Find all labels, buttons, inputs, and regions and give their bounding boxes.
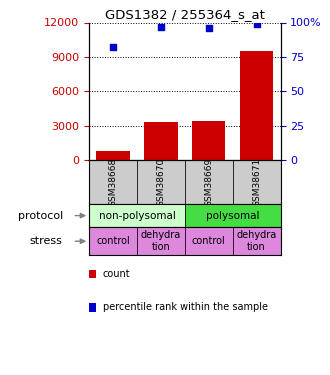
Text: dehydra
tion: dehydra tion (141, 230, 181, 252)
Point (254, 21, 259, 27)
Text: control: control (96, 236, 130, 246)
Text: GSM38671: GSM38671 (252, 158, 261, 207)
Bar (144, 123, 178, 160)
Text: percentile rank within the sample: percentile rank within the sample (103, 303, 268, 312)
Title: GDS1382 / 255364_s_at: GDS1382 / 255364_s_at (105, 8, 265, 21)
Bar (185, 160, 233, 204)
Bar (192, 122, 225, 160)
Text: GSM38670: GSM38670 (156, 158, 165, 207)
Bar (233, 160, 280, 204)
Text: GSM38669: GSM38669 (204, 158, 213, 207)
Text: dehydra
tion: dehydra tion (237, 230, 277, 252)
Text: stress: stress (30, 236, 63, 246)
Point (206, 25, 211, 31)
Text: protocol: protocol (17, 211, 63, 220)
Bar (89, 227, 137, 255)
Bar (185, 227, 233, 255)
Text: count: count (103, 269, 131, 279)
Bar (137, 160, 185, 204)
Bar (137, 227, 185, 255)
Bar (89, 204, 185, 227)
Bar (240, 51, 273, 160)
Point (110, 44, 116, 50)
Text: polysomal: polysomal (206, 211, 259, 220)
Point (158, 24, 164, 30)
Text: GSM38668: GSM38668 (109, 158, 117, 207)
Bar (89, 160, 137, 204)
Bar (233, 227, 280, 255)
Text: non-polysomal: non-polysomal (99, 211, 175, 220)
Bar (96, 151, 130, 160)
Bar (185, 204, 280, 227)
Text: control: control (192, 236, 226, 246)
